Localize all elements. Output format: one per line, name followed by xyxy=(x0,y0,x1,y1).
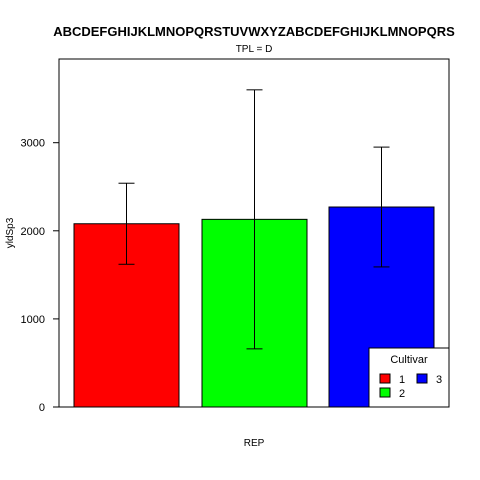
legend-swatch-3 xyxy=(416,373,428,384)
y-axis: 0 1000 2000 3000 xyxy=(21,138,59,414)
legend-swatch-1 xyxy=(379,373,391,384)
x-axis-label: REP xyxy=(244,438,265,449)
legend-label-3: 3 xyxy=(436,374,442,386)
y-axis-label: yldSp3 xyxy=(5,217,16,248)
legend: Cultivar 1 2 3 xyxy=(368,347,450,408)
legend-entries: 1 2 3 xyxy=(379,373,442,400)
y-tick-label-2000: 2000 xyxy=(21,226,45,238)
chart-subtitle: TPL = D xyxy=(236,44,273,55)
error-bars-group xyxy=(118,89,390,350)
y-tick-label-0: 0 xyxy=(39,402,45,414)
legend-swatch-2 xyxy=(379,387,391,398)
legend-label-1: 1 xyxy=(399,374,405,386)
y-tick-label-1000: 1000 xyxy=(21,314,45,326)
y-tick-label-3000: 3000 xyxy=(21,138,45,150)
chart-title: ABCDEFGHIJKLMNOPQRSTUVWXYZABCDEFGHIJKLMN… xyxy=(53,24,455,39)
legend-label-2: 2 xyxy=(399,388,405,400)
legend-title: Cultivar xyxy=(390,354,428,366)
